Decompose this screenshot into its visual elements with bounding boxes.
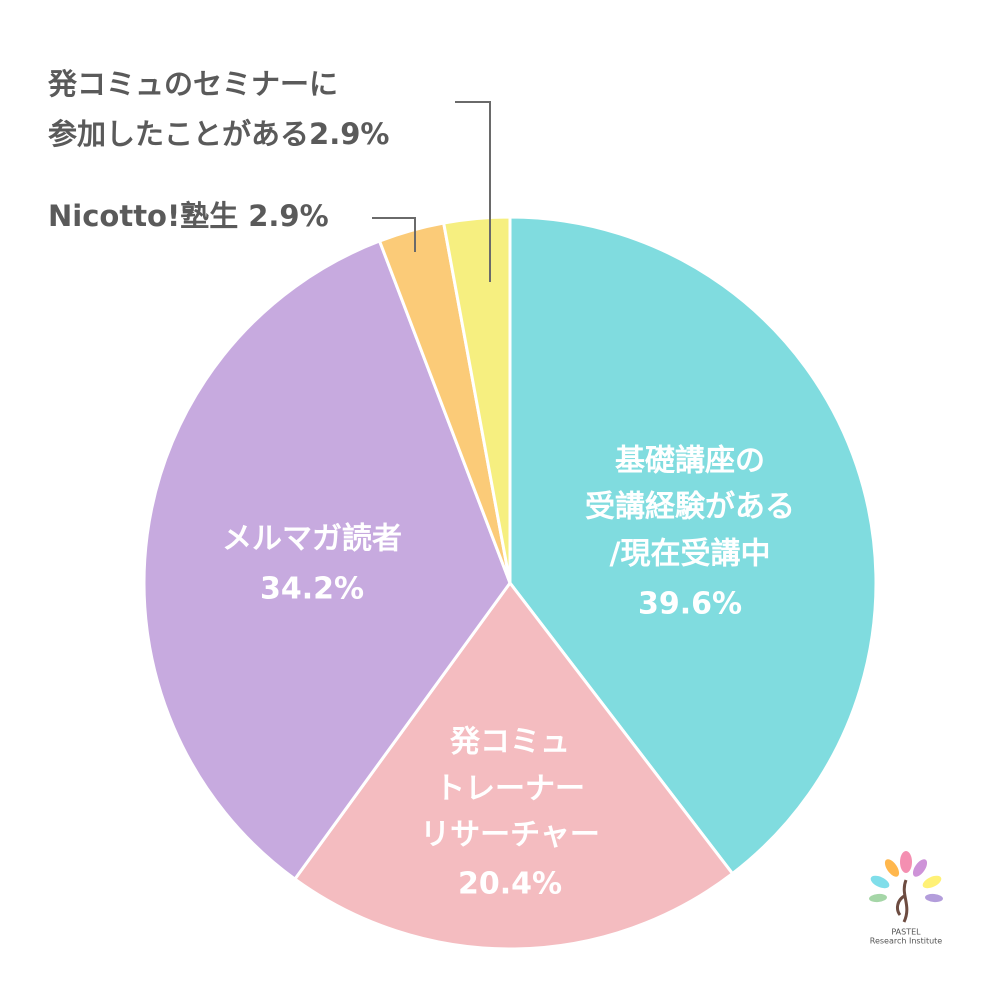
slice-label: 参加したことがある bbox=[48, 117, 309, 151]
slice-label: 受講経験がある bbox=[585, 490, 795, 525]
slice-label: トレーナー bbox=[435, 772, 585, 807]
slice-label: リサーチャー bbox=[420, 818, 600, 853]
logo-text: Research Institute bbox=[870, 937, 943, 946]
leader-line bbox=[455, 101, 491, 282]
logo-text: PASTEL bbox=[891, 928, 921, 937]
slice-label: Nicotto!塾生 bbox=[48, 199, 238, 233]
leader-line bbox=[372, 217, 416, 252]
pie-slice bbox=[441, 215, 512, 584]
value-label: 34.2% bbox=[260, 572, 364, 607]
slice-label-line: Nicotto!塾生 2.9% bbox=[48, 199, 329, 233]
pie-slice bbox=[292, 580, 735, 951]
pie-slice bbox=[142, 239, 512, 882]
slice-label: メルマガ読者 bbox=[222, 522, 402, 557]
value-label: 2.9% bbox=[309, 117, 389, 151]
pie-slice bbox=[508, 215, 878, 876]
value-label: 2.9% bbox=[248, 199, 328, 233]
slice-label: 発コミュのセミナーに bbox=[47, 67, 338, 101]
slice-label: /現在受講中 bbox=[610, 537, 771, 572]
slice-label: 基礎講座の bbox=[615, 444, 765, 479]
slice-label: 発コミュ bbox=[449, 725, 570, 760]
value-label: 39.6% bbox=[638, 587, 742, 622]
slice-label-line: 参加したことがある2.9% bbox=[48, 117, 389, 151]
logo: PASTEL Research Institute bbox=[869, 851, 943, 946]
value-label: 20.4% bbox=[458, 867, 562, 902]
